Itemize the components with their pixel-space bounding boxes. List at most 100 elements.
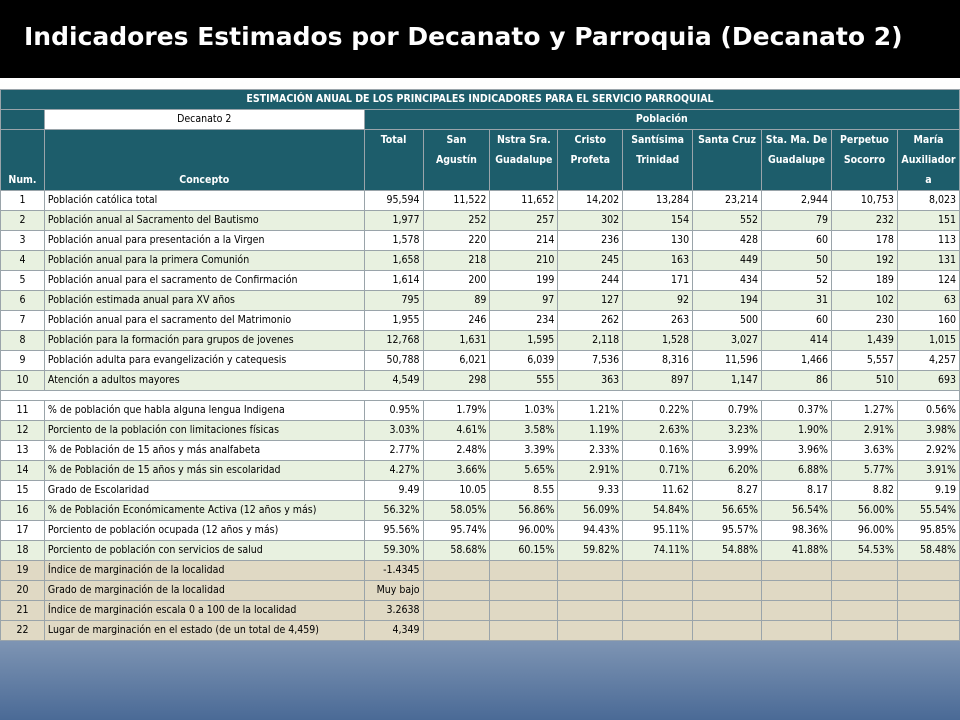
- value-cell: 0.56%: [896, 400, 960, 421]
- value-cell: 131: [896, 250, 960, 271]
- value-cell: 56.09%: [557, 500, 624, 521]
- value-cell: 1.21%: [557, 400, 624, 421]
- value-cell: 6.20%: [692, 460, 763, 481]
- row-concepto: % de población que habla alguna lengua I…: [43, 400, 365, 421]
- value-cell: 0.79%: [692, 400, 763, 421]
- value-cell: 52: [761, 270, 833, 291]
- value-cell: 693: [896, 370, 960, 391]
- value-cell: 59.30%: [363, 540, 424, 561]
- value-cell: 252: [422, 210, 491, 231]
- value-cell: 3.03%: [363, 420, 424, 441]
- value-cell: 1.27%: [831, 400, 898, 421]
- value-cell: 178: [831, 230, 898, 251]
- row-number: 1: [0, 190, 45, 211]
- row-number: 12: [0, 420, 45, 441]
- value-cell: [831, 580, 898, 601]
- value-cell: [761, 600, 833, 621]
- value-cell: 11,652: [489, 190, 559, 211]
- value-cell: 3.39%: [489, 440, 559, 461]
- table-row: 2 Población anual al Sacramento del Bauti…: [0, 210, 960, 231]
- row-number: 18: [0, 540, 45, 561]
- value-cell: [422, 560, 491, 581]
- value-cell: 95,594: [363, 190, 424, 211]
- value-cell: 897: [622, 370, 694, 391]
- value-cell: 1,439: [831, 330, 898, 351]
- row-number: 16: [0, 500, 45, 521]
- row-number: 10: [0, 370, 45, 391]
- row-number: 11: [0, 400, 45, 421]
- value-cell: 58.48%: [896, 540, 960, 561]
- row-concepto: Población estimada anual para XV años: [43, 290, 365, 311]
- value-cell: 4,549: [363, 370, 424, 391]
- value-cell: 449: [692, 250, 763, 271]
- value-cell: 3.23%: [692, 420, 763, 441]
- table-row: 16% de Población Económicamente Activa (…: [0, 500, 960, 521]
- value-cell: 41.88%: [761, 540, 833, 561]
- column-header: María: [896, 129, 960, 150]
- value-cell: [692, 620, 763, 641]
- value-cell: 56.32%: [363, 500, 424, 521]
- value-cell: 3.96%: [761, 440, 833, 461]
- row-concepto: Porciento de población con servicios de …: [43, 540, 365, 561]
- value-cell: 4,349: [363, 620, 424, 641]
- row-concepto: Población católica total: [43, 190, 365, 211]
- value-cell: 2.77%: [363, 440, 424, 461]
- value-cell: 79: [761, 210, 833, 231]
- value-cell: 8.17: [761, 480, 833, 501]
- value-cell: 1,658: [363, 250, 424, 271]
- column-header: Auxiliador: [896, 150, 960, 170]
- column-header: Trinidad: [622, 150, 694, 170]
- value-cell: 245: [557, 250, 624, 271]
- value-cell: 3.66%: [422, 460, 491, 481]
- row-concepto: % de Población de 15 años y más sin esco…: [43, 460, 365, 481]
- value-cell: 10,753: [831, 190, 898, 211]
- column-header: Total: [363, 129, 424, 150]
- value-cell: 2.48%: [422, 440, 491, 461]
- table-row: 1 Población católica total 95,594 11,522 11,…: [0, 190, 960, 211]
- value-cell: 6,021: [422, 350, 491, 371]
- value-cell: 163: [622, 250, 694, 271]
- row-number: 7: [0, 310, 45, 331]
- table-row: 12 Porciento de la población con limitaci…: [0, 420, 960, 441]
- row-concepto: Población anual para presentación a la V…: [43, 230, 365, 251]
- table-row: 9 Población adulta para evangelización y …: [0, 350, 960, 371]
- row-concepto: % de Población Económicamente Activa (12…: [43, 500, 365, 521]
- table-row: 13% de Población de 15 años y más analfa…: [0, 440, 960, 461]
- value-cell: 552: [692, 210, 763, 231]
- value-cell: 63: [896, 290, 960, 311]
- value-cell: [896, 620, 960, 641]
- value-cell: 236: [557, 230, 624, 251]
- value-cell: 54.84%: [622, 500, 694, 521]
- value-cell: [557, 560, 624, 581]
- table-row: 10 Atención a adultos mayores 4,549 298 555 3…: [0, 370, 960, 391]
- row-concepto: Población para la formación para grupos …: [43, 330, 365, 351]
- row-concepto: Población anual para la primera Comunión: [43, 250, 365, 271]
- column-header: [622, 170, 694, 191]
- value-cell: [422, 600, 491, 621]
- row-concepto: Atención a adultos mayores: [43, 370, 365, 391]
- value-cell: 2.33%: [557, 440, 624, 461]
- table-row: 22 Lugar de marginación en el estado (de …: [0, 620, 960, 641]
- column-header: [363, 170, 424, 191]
- value-cell: 1.19%: [557, 420, 624, 441]
- value-cell: 510: [831, 370, 898, 391]
- value-cell: [761, 560, 833, 581]
- value-cell: 1,528: [622, 330, 694, 351]
- row-number: 14: [0, 460, 45, 481]
- value-cell: 171: [622, 270, 694, 291]
- value-cell: 98.36%: [761, 520, 833, 541]
- value-cell: 92: [622, 290, 694, 311]
- value-cell: 6,039: [489, 350, 559, 371]
- value-cell: 94.43%: [557, 520, 624, 541]
- value-cell: 0.16%: [622, 440, 694, 461]
- value-cell: [896, 600, 960, 621]
- value-cell: 220: [422, 230, 491, 251]
- value-cell: 244: [557, 270, 624, 291]
- value-cell: 262: [557, 310, 624, 331]
- value-cell: 96.00%: [489, 520, 559, 541]
- value-cell: 50,788: [363, 350, 424, 371]
- value-cell: 8.82: [831, 480, 898, 501]
- value-cell: [489, 620, 559, 641]
- value-cell: 1.03%: [489, 400, 559, 421]
- value-cell: 4,257: [896, 350, 960, 371]
